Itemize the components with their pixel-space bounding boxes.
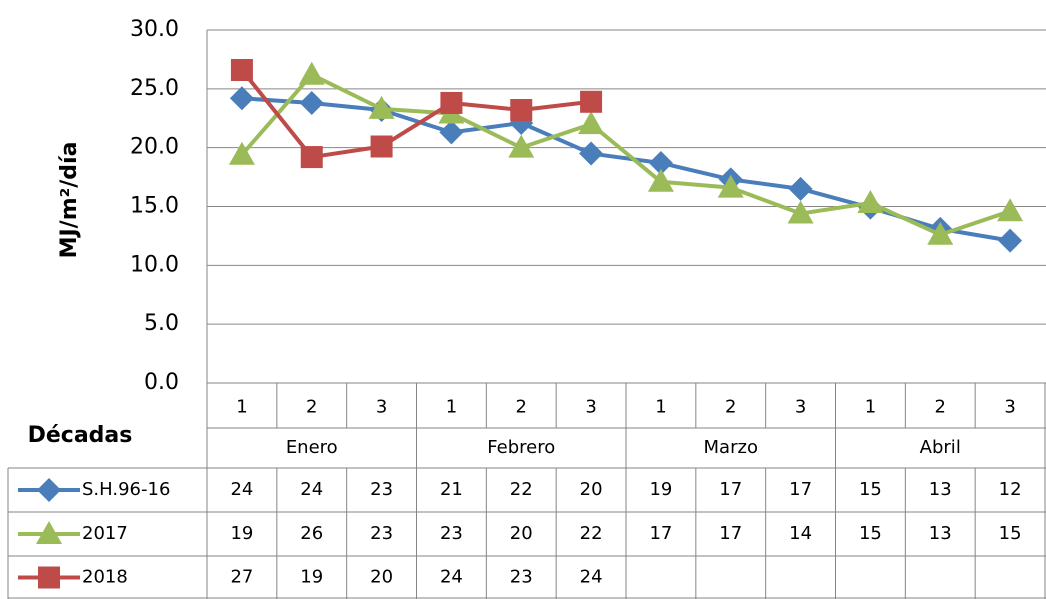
table-value: 17 [719,479,742,500]
x-tick-label: 2 [725,397,736,418]
x-tick-label: 2 [516,397,527,418]
marker [998,228,1023,253]
marker [299,90,324,115]
marker [36,521,62,544]
marker [787,200,814,224]
y-tick-label: 0.0 [144,370,179,395]
marker [927,221,954,245]
marker [229,86,254,111]
group-label: Marzo [704,437,758,458]
table-value: 23 [370,479,393,500]
table-value: 24 [230,479,253,500]
table-value: 12 [999,479,1022,500]
x-tick-label: 1 [236,397,247,418]
table-value: 14 [789,523,812,544]
table-value: 13 [929,523,952,544]
group-label: Enero [286,437,338,458]
marker [578,111,605,135]
marker [510,99,533,122]
series-line [241,96,1011,243]
y-tick-label: 25.0 [130,76,179,101]
marker [228,141,255,165]
x-tick-label: 2 [935,397,946,418]
table-value: 15 [859,523,882,544]
x-tick-label: 2 [306,397,317,418]
table-value: 22 [580,523,603,544]
table-value: 15 [859,479,882,500]
y-tick-label: 10.0 [130,252,179,277]
x-tick-label: 1 [865,397,876,418]
marker [580,90,603,113]
marker [648,150,673,175]
legend-label: 2017 [82,523,128,544]
table-value: 15 [999,523,1022,544]
x-tick-label: 1 [655,397,666,418]
marker [717,174,744,198]
marker [38,566,60,589]
table-value: 27 [230,567,253,588]
x-tick-label: 3 [795,397,806,418]
y-tick-label: 5.0 [144,311,179,336]
legend-label: S.H.96-16 [82,479,170,500]
marker [508,134,535,158]
marker [298,61,325,85]
marker [997,198,1024,222]
table-value: 23 [440,523,463,544]
x-tick-label: 1 [446,397,457,418]
table-value: 19 [649,479,672,500]
y-tick-label: 30.0 [130,17,179,42]
table-value: 17 [789,479,812,500]
marker [857,189,884,213]
table-value: 22 [510,479,533,500]
marker [647,168,674,192]
table-value: 20 [510,523,533,544]
legend-label: 2018 [82,567,128,588]
table-value: 17 [649,523,672,544]
table-value: 24 [580,567,603,588]
table-value: 24 [440,567,463,588]
y-tick-label: 20.0 [130,135,179,160]
table-value: 26 [300,523,323,544]
series-line [240,72,1011,237]
table-value: 20 [370,567,393,588]
marker [368,95,395,119]
table-value: 23 [370,523,393,544]
y-axis-label: MJ/m²/día [57,142,82,259]
table-value: 19 [300,567,323,588]
x-tick-label: 3 [376,397,387,418]
y-tick-label: 15.0 [130,194,179,219]
group-label: Abril [920,437,961,458]
marker [579,141,604,166]
table-value: 17 [719,523,742,544]
table-value: 23 [510,567,533,588]
x-axis-label: Décadas [28,423,133,448]
x-tick-label: 3 [1004,397,1015,418]
table-value: 21 [440,479,463,500]
table-value: 20 [580,479,603,500]
table-value: 13 [929,479,952,500]
marker [230,59,253,82]
x-tick-label: 3 [585,397,596,418]
series-line [240,68,592,160]
marker [788,176,813,201]
table-value: 19 [230,523,253,544]
group-label: Febrero [487,437,555,458]
marker [300,146,323,169]
marker [37,478,61,502]
marker [439,120,464,145]
marker [370,135,393,158]
table-value: 24 [300,479,323,500]
marker [440,91,463,114]
